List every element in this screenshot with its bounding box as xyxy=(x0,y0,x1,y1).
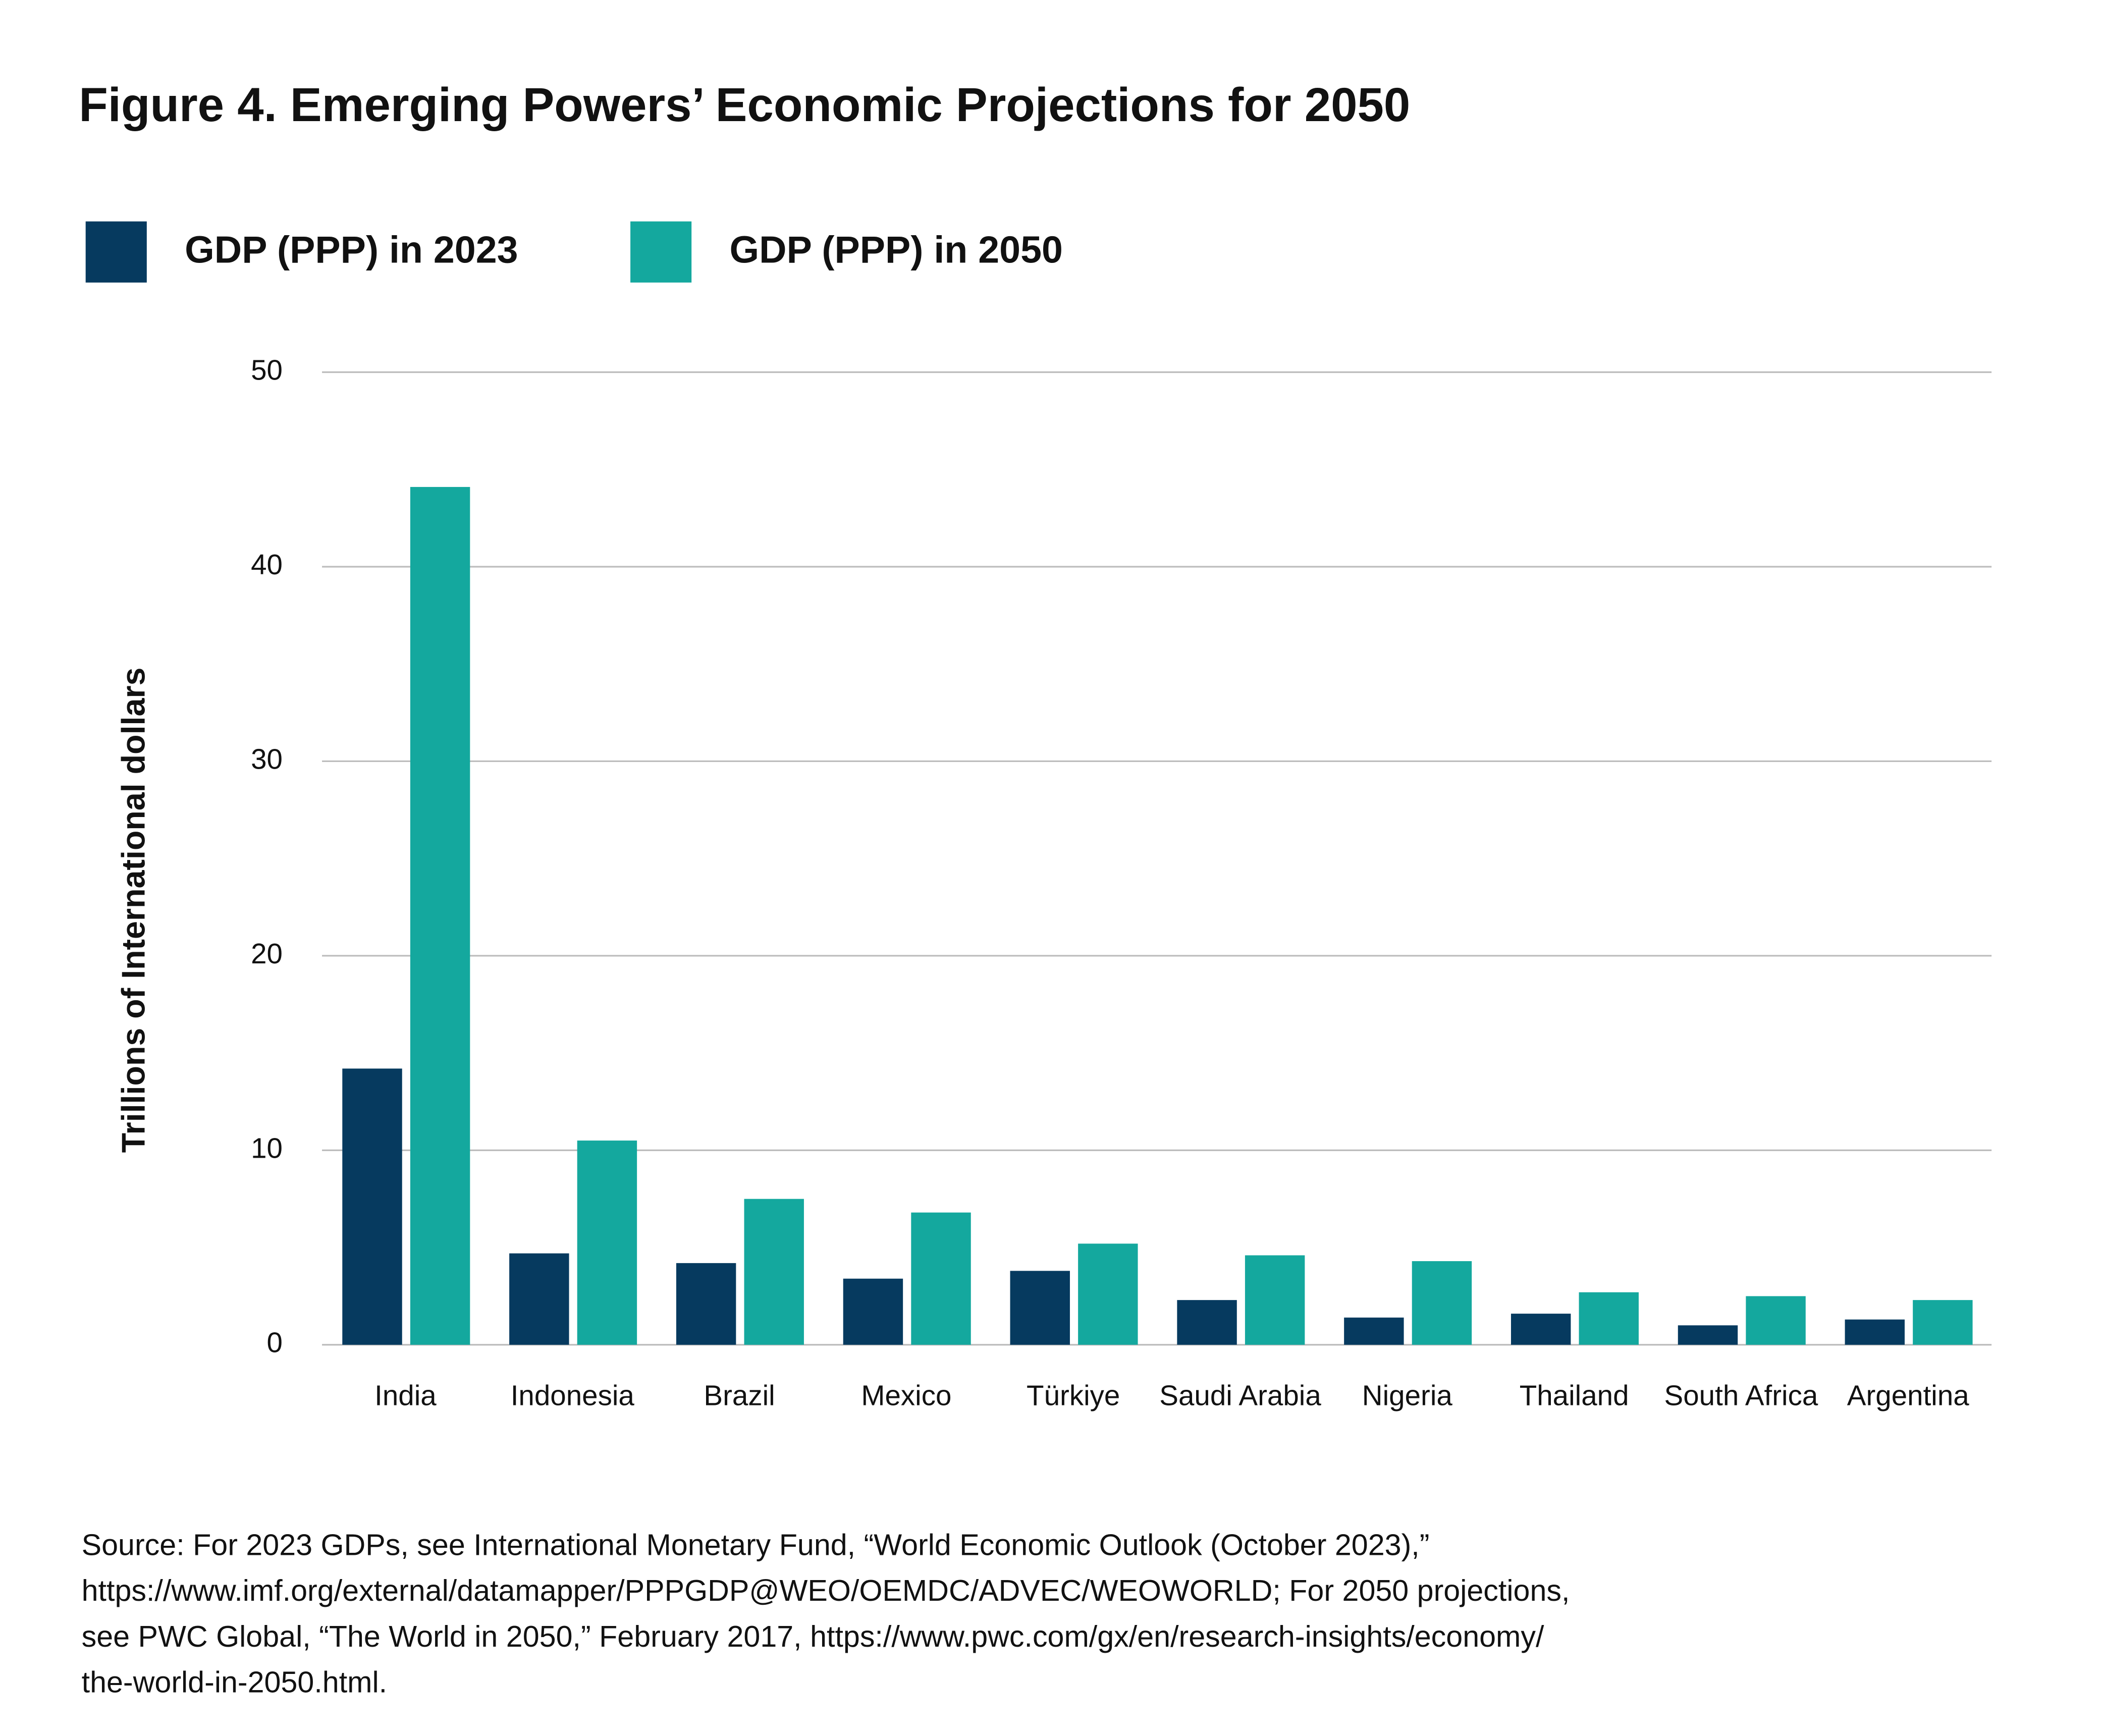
bar xyxy=(1177,1300,1237,1345)
x-tick-label: Argentina xyxy=(1847,1380,1969,1412)
x-tick-label: Nigeria xyxy=(1362,1380,1453,1412)
bar xyxy=(1511,1314,1571,1345)
y-tick-label: 30 xyxy=(251,743,283,775)
source-note: https://www.imf.org/external/datamapper/… xyxy=(82,1574,1570,1607)
source-note: Source: For 2023 GDPs, see International… xyxy=(82,1528,1430,1561)
bar xyxy=(911,1212,971,1345)
x-tick-label: India xyxy=(374,1380,437,1412)
bar xyxy=(1913,1300,1973,1345)
source-note: the-world-in-2050.html. xyxy=(82,1665,387,1699)
bar xyxy=(342,1068,402,1345)
bar xyxy=(1746,1296,1806,1345)
bar xyxy=(744,1199,804,1345)
bar xyxy=(509,1253,569,1345)
bar xyxy=(676,1263,736,1345)
legend-swatch xyxy=(85,221,147,283)
bar xyxy=(1845,1319,1905,1345)
x-tick-label: Mexico xyxy=(861,1380,951,1412)
x-tick-label: South Africa xyxy=(1664,1380,1818,1412)
y-tick-label: 0 xyxy=(267,1327,283,1359)
x-tick-label: Indonesia xyxy=(511,1380,635,1412)
legend-label: GDP (PPP) in 2050 xyxy=(730,229,1063,271)
bar xyxy=(410,486,470,1345)
bar xyxy=(1078,1243,1138,1345)
bar xyxy=(843,1278,903,1345)
chart-title: Figure 4. Emerging Powers’ Economic Proj… xyxy=(79,78,1410,131)
x-tick-label: Saudi Arabia xyxy=(1159,1380,1321,1412)
bar xyxy=(1245,1255,1305,1345)
legend-swatch xyxy=(630,221,692,283)
bar xyxy=(1579,1292,1639,1345)
y-tick-label: 50 xyxy=(251,354,283,386)
bar xyxy=(1344,1317,1404,1345)
bar xyxy=(577,1141,637,1345)
y-tick-label: 20 xyxy=(251,938,283,969)
y-tick-label: 10 xyxy=(251,1132,283,1164)
legend-label: GDP (PPP) in 2023 xyxy=(185,229,518,271)
y-axis-label: Trillions of International dollars xyxy=(115,668,151,1153)
bar xyxy=(1678,1325,1738,1345)
x-tick-label: Türkiye xyxy=(1027,1380,1120,1412)
y-tick-label: 40 xyxy=(251,549,283,580)
bar xyxy=(1412,1261,1472,1345)
source-note: see PWC Global, “The World in 2050,” Feb… xyxy=(82,1619,1544,1653)
x-tick-label: Brazil xyxy=(704,1380,775,1412)
bar xyxy=(1010,1271,1070,1345)
x-tick-label: Thailand xyxy=(1520,1380,1629,1412)
